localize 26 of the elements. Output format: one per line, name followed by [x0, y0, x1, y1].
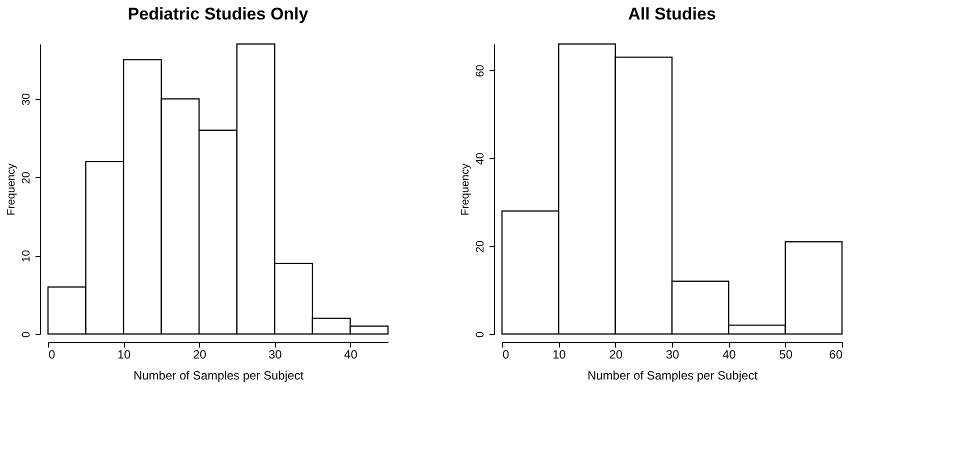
y-tick-label: 40	[474, 152, 486, 165]
x-tick-label: 30	[666, 348, 680, 362]
y-tick-label: 30	[20, 93, 32, 106]
chart-title: All Studies	[628, 4, 716, 24]
x-tick-label: 60	[829, 348, 843, 362]
x-tick-label: 10	[552, 348, 566, 362]
x-tick-label: 0	[48, 348, 56, 362]
y-axis-title: Frequency	[6, 163, 18, 216]
x-tick-label: 20	[192, 348, 207, 362]
x-tick-label: 0	[502, 348, 510, 362]
x-tick-label: 30	[268, 348, 282, 362]
chart-title: Pediatric Studies Only	[128, 4, 309, 24]
x-axis-title: Number of Samples per Subject	[587, 368, 758, 382]
y-tick-label: 0	[20, 331, 32, 338]
y-axis-title: Frequency	[460, 163, 472, 216]
x-axis-title: Number of Samples per Subject	[133, 368, 304, 382]
y-tick-label: 60	[474, 64, 486, 77]
y-tick-label: 20	[20, 172, 32, 184]
y-tick-label: 20	[474, 240, 486, 253]
x-tick-label: 40	[344, 348, 358, 362]
y-tick-label: 0	[474, 331, 486, 338]
x-tick-label: 50	[779, 348, 793, 362]
x-tick-label: 20	[609, 348, 623, 362]
y-tick-label: 10	[20, 250, 32, 262]
x-tick-label: 40	[722, 348, 736, 362]
x-tick-label: 10	[117, 348, 132, 362]
